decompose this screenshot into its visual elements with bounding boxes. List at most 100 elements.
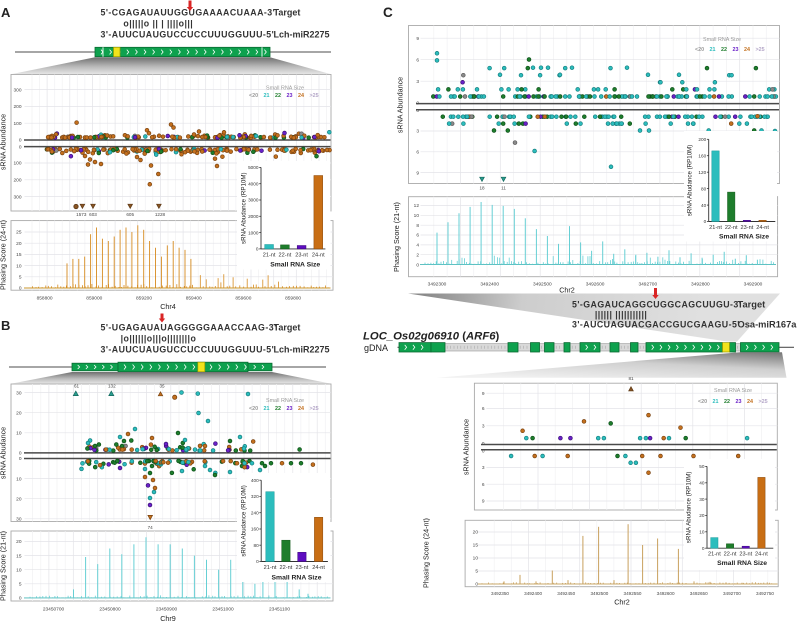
svg-text:50: 50: [699, 464, 705, 469]
svg-text:11: 11: [501, 186, 506, 191]
svg-text:3492900: 3492900: [744, 282, 763, 288]
svg-text:5'-UGAGAUAUAGGGGGAAACCAAG-3': 5'-UGAGAUAUAGGGGGAAACCAAG-3': [101, 323, 277, 333]
svg-text:300: 300: [13, 87, 21, 93]
svg-text:24: 24: [298, 93, 304, 99]
svg-text:22-nt: 22-nt: [280, 565, 293, 571]
svg-text:300: 300: [13, 194, 21, 200]
svg-text:0: 0: [19, 144, 22, 150]
svg-text:A: A: [1, 5, 11, 20]
svg-text:3492300: 3492300: [428, 282, 447, 288]
svg-text:3492700: 3492700: [723, 591, 741, 596]
svg-text:603: 603: [89, 212, 97, 217]
svg-text:23-nt: 23-nt: [295, 253, 308, 259]
svg-text:21: 21: [264, 93, 270, 99]
svg-text:23450800: 23450800: [99, 607, 121, 613]
svg-text:4000: 4000: [248, 181, 259, 186]
svg-text:0: 0: [19, 286, 22, 292]
svg-text:3'-AUUCUAUGUCCUCCUUUGGUUU-5': 3'-AUUCUAUGUCCUCCUUUGGUUU-5': [101, 345, 275, 355]
svg-text:120: 120: [698, 170, 706, 175]
svg-text:21-nt: 21-nt: [709, 225, 722, 231]
svg-text:<20: <20: [695, 47, 704, 53]
svg-text:160: 160: [698, 153, 706, 158]
svg-text:10: 10: [414, 213, 420, 219]
svg-text:Chr2: Chr2: [559, 285, 575, 294]
svg-text:3492500: 3492500: [590, 591, 608, 596]
svg-text:sRNA Abudance (RP10M): sRNA Abudance (RP10M): [686, 472, 693, 544]
svg-text:0: 0: [19, 451, 22, 457]
svg-text:Small RNA Size: Small RNA Size: [703, 37, 741, 43]
svg-text:20: 20: [16, 496, 22, 502]
svg-text:Osa-miR167a: Osa-miR167a: [738, 320, 798, 330]
svg-text:|o||||||o|||o||||||||o: |o||||||o|||o||||||||o: [121, 334, 197, 344]
svg-text:21: 21: [264, 406, 270, 412]
svg-text:Phasing Score (24-nt): Phasing Score (24-nt): [0, 220, 8, 290]
svg-text:3'-AUCUAGUACGACCGUCGAAGU-5': 3'-AUCUAGUACGACCGUCGAAGU-5': [572, 320, 740, 330]
svg-text:22: 22: [724, 399, 730, 405]
svg-text:859400: 859400: [186, 296, 202, 302]
svg-text:6: 6: [416, 233, 419, 239]
svg-text:Chr4: Chr4: [160, 302, 176, 311]
svg-text:9: 9: [482, 499, 485, 505]
svg-text:0: 0: [19, 138, 22, 144]
svg-text:200: 200: [13, 178, 21, 184]
svg-text:320: 320: [251, 494, 259, 499]
svg-text:80: 80: [701, 186, 707, 191]
svg-text:1000: 1000: [248, 230, 259, 235]
svg-text:24-nt: 24-nt: [312, 565, 325, 571]
svg-text:605: 605: [126, 212, 134, 217]
svg-text:Small RNA Size: Small RNA Size: [266, 398, 304, 404]
svg-text:6: 6: [482, 482, 485, 488]
svg-text:61: 61: [74, 384, 80, 389]
svg-text:21: 21: [713, 399, 719, 405]
svg-text:81: 81: [628, 376, 634, 381]
svg-text:23451000: 23451000: [212, 607, 234, 613]
svg-text:24-nt: 24-nt: [755, 552, 768, 558]
svg-text:Target: Target: [274, 8, 301, 18]
svg-text:0: 0: [19, 456, 22, 462]
svg-text:5'-CGAGAUAUUGGUGAAAACUAAA-3': 5'-CGAGAUAUUGGUGAAAACUAAA-3': [101, 8, 276, 18]
svg-text:24-nt: 24-nt: [756, 225, 769, 231]
svg-text:20: 20: [16, 410, 22, 416]
svg-text:10: 10: [16, 431, 22, 437]
svg-text:200: 200: [698, 137, 706, 142]
svg-text:22: 22: [721, 47, 727, 53]
svg-text:0: 0: [475, 582, 478, 588]
svg-text:21-nt: 21-nt: [264, 565, 277, 571]
svg-text:23: 23: [287, 406, 293, 412]
svg-text:100: 100: [13, 121, 21, 127]
svg-text:5000: 5000: [248, 165, 259, 170]
svg-text:C: C: [383, 5, 393, 20]
svg-text:B: B: [1, 318, 10, 333]
svg-text:80: 80: [253, 543, 259, 548]
svg-text:20: 20: [16, 241, 22, 247]
svg-text:400: 400: [251, 478, 259, 483]
svg-text:3'-AUUCUAUGUCCUCCUUUGGUUU-5': 3'-AUUCUAUGUCCUCCUUUGGUUU-5': [101, 30, 275, 40]
svg-text:3000: 3000: [248, 198, 259, 203]
svg-text:Lch-miR2275: Lch-miR2275: [274, 345, 330, 355]
svg-text:sRNA Abudance (RP10M): sRNA Abudance (RP10M): [687, 145, 694, 217]
svg-text:Phasing Score (21-nt): Phasing Score (21-nt): [0, 531, 8, 601]
svg-text:859600: 859600: [235, 296, 251, 302]
svg-text:3492400: 3492400: [480, 282, 499, 288]
svg-text:sRNA Abudance: sRNA Abudance: [0, 427, 8, 479]
svg-text:23450900: 23450900: [156, 607, 178, 613]
svg-text:21-nt: 21-nt: [263, 253, 276, 259]
svg-text:0: 0: [416, 108, 419, 114]
svg-text:22: 22: [275, 406, 281, 412]
svg-text:Small RNA Size: Small RNA Size: [270, 262, 320, 269]
svg-text:LOC_Os02g06910 (ARF6): LOC_Os02g06910 (ARF6): [363, 331, 500, 343]
svg-text:12: 12: [414, 203, 420, 209]
svg-text:100: 100: [13, 161, 21, 167]
svg-text:2: 2: [416, 252, 419, 258]
svg-text:9: 9: [482, 391, 485, 397]
svg-text:30: 30: [699, 497, 705, 502]
svg-text:30: 30: [16, 517, 22, 523]
svg-text:sRNA Abundance: sRNA Abundance: [396, 77, 405, 133]
svg-text:sRNA Abundance: sRNA Abundance: [462, 419, 471, 475]
svg-text:859200: 859200: [136, 296, 152, 302]
svg-text:Small RNA Size: Small RNA Size: [266, 85, 304, 91]
svg-text:Phasing Score (21-nt): Phasing Score (21-nt): [392, 202, 401, 272]
svg-text:3492600: 3492600: [586, 282, 605, 288]
svg-text:858800: 858800: [37, 296, 53, 302]
svg-text:Chr2: Chr2: [614, 597, 630, 606]
